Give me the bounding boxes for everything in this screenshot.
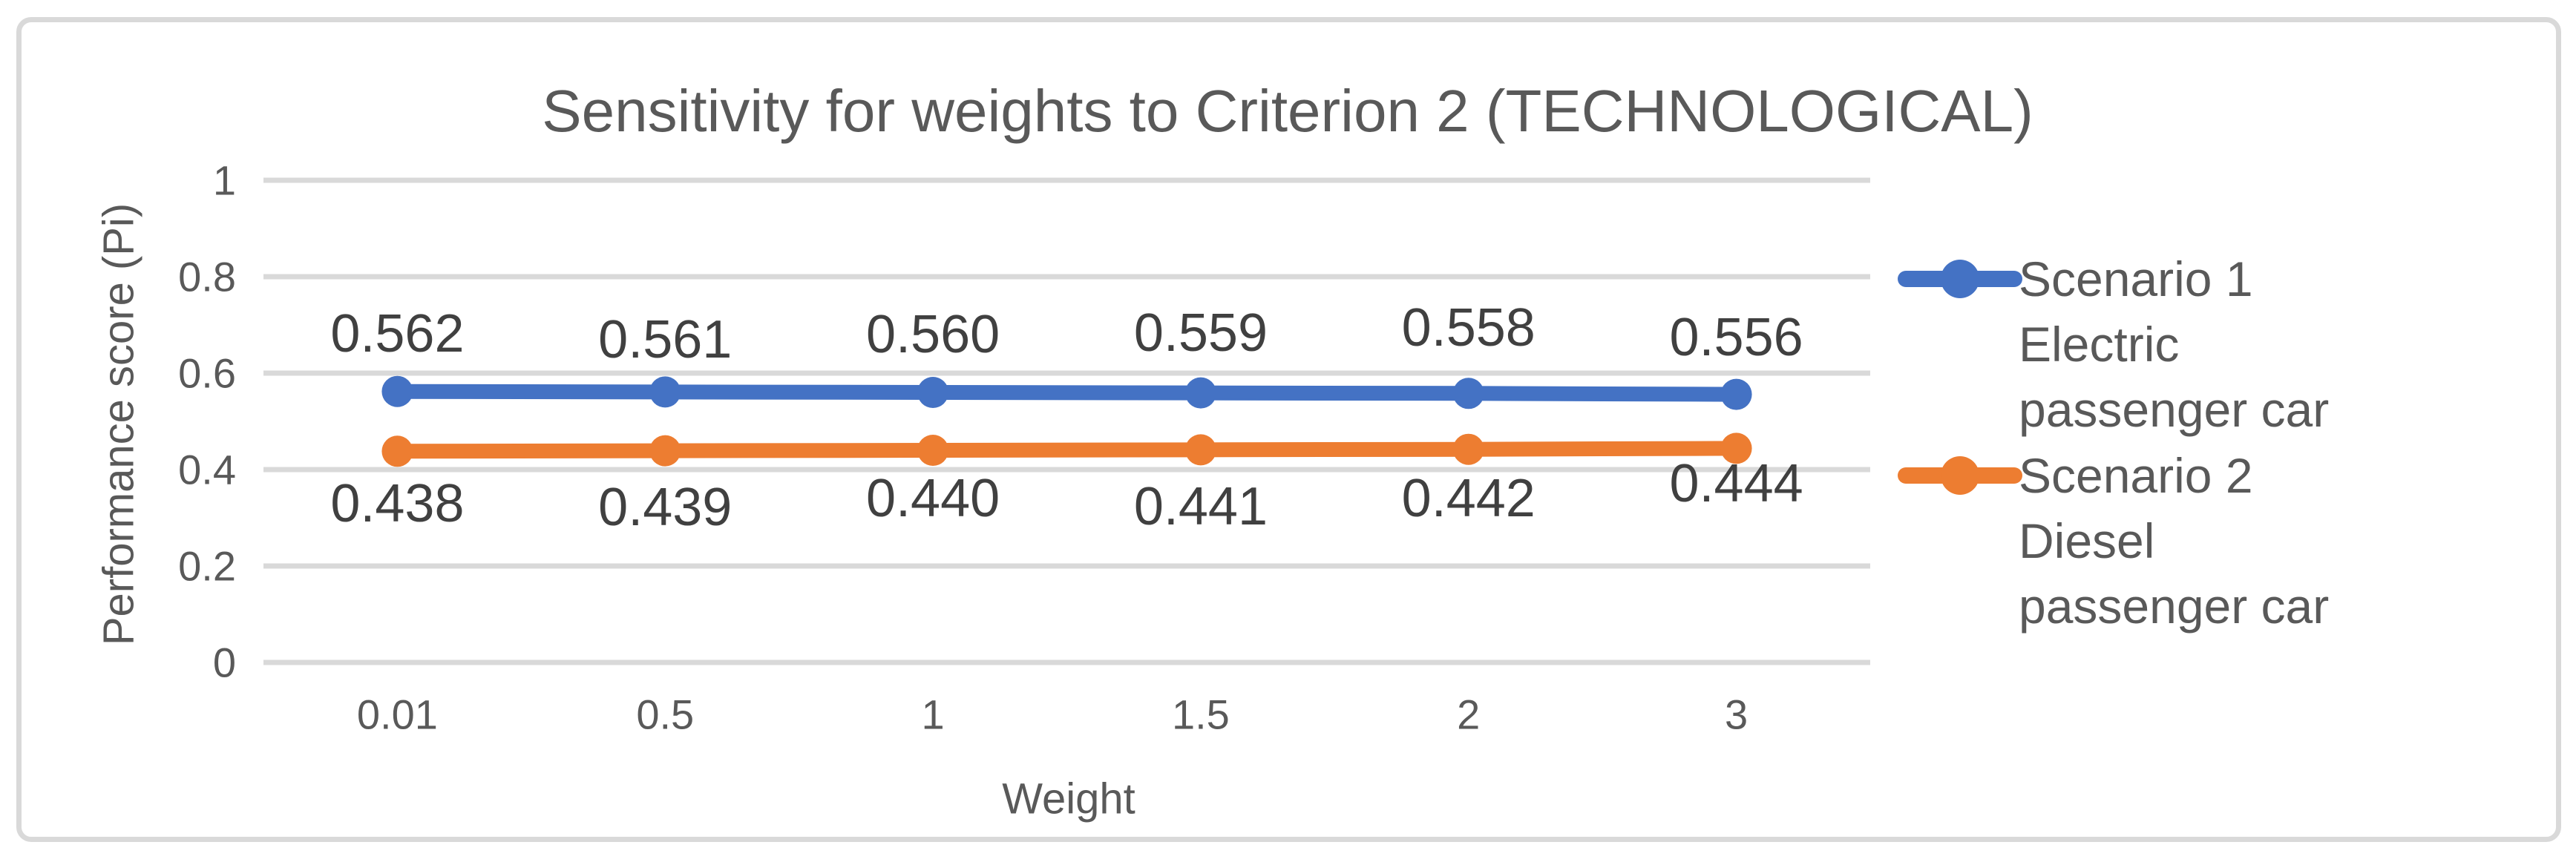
data-point-marker-series-2: [1184, 434, 1216, 466]
data-point-marker-series-2: [917, 435, 949, 466]
y-tick-label: 0: [212, 639, 236, 686]
data-label-series-1: 0.556: [1669, 307, 1803, 367]
y-tick-label: 1: [212, 157, 236, 204]
series-line-2: [390, 441, 1744, 459]
x-tick-label: 0.5: [636, 691, 695, 738]
x-tick-label: 2: [1457, 691, 1481, 738]
data-label-series-2: 0.440: [865, 469, 1000, 528]
y-tick-label: 0.6: [178, 349, 236, 397]
y-tick-label: 0.2: [178, 542, 236, 590]
data-label-series-1: 0.558: [1401, 298, 1536, 358]
data-point-marker-series-1: [649, 376, 681, 408]
data-point-marker-series-2: [649, 435, 681, 467]
legend-label-line: passenger car: [2019, 382, 2330, 437]
legend-label-line: Electric: [2019, 317, 2180, 372]
data-label-series-2: 0.438: [330, 474, 465, 534]
data-label-series-1: 0.560: [865, 305, 1000, 364]
data-point-marker-series-1: [381, 375, 413, 407]
data-label-series-2: 0.444: [1669, 454, 1803, 514]
data-label-series-1: 0.561: [598, 310, 733, 370]
legend-label: Scenario 1 Electric passenger car: [2019, 246, 2329, 442]
data-label-series-1: 0.559: [1133, 303, 1268, 363]
y-axis-title: Performance score (Pi): [94, 203, 143, 646]
legend-label: Scenario 2 Diesel passenger car: [2019, 443, 2329, 639]
x-tick-label: 0.01: [356, 691, 438, 738]
data-point-marker-series-1: [1720, 378, 1752, 410]
x-tick-label: 3: [1725, 691, 1749, 738]
data-point-marker-series-1: [917, 377, 949, 408]
data-label-series-1: 0.562: [330, 303, 465, 363]
data-label-series-2: 0.441: [1133, 477, 1268, 537]
data-label-series-2: 0.442: [1401, 468, 1536, 528]
x-tick-label: 1: [921, 691, 945, 738]
legend-label-line: Diesel: [2019, 513, 2155, 568]
data-point-marker-series-2: [1452, 433, 1484, 465]
series-line-1: [390, 384, 1744, 402]
y-tick-label: 0.8: [178, 253, 236, 300]
x-tick-label: 1.5: [1171, 691, 1230, 738]
y-tick-label: 0.4: [178, 446, 236, 493]
chart-border-frame: [16, 17, 2561, 842]
data-point-marker-series-1: [1184, 377, 1216, 409]
legend-label-line: Scenario 2: [2019, 448, 2253, 503]
data-label-series-2: 0.439: [598, 477, 733, 537]
data-point-marker-series-2: [1720, 432, 1752, 464]
legend-marker-dot: [1941, 456, 1979, 495]
x-axis-title: Weight: [1002, 774, 1135, 823]
data-point-marker-series-1: [1452, 378, 1484, 409]
legend-label-line: Scenario 1: [2019, 251, 2253, 306]
legend-label-line: passenger car: [2019, 579, 2330, 634]
legend-marker-dot: [1941, 260, 1979, 298]
data-point-marker-series-2: [381, 435, 413, 467]
chart-title: Sensitivity for weights to Criterion 2 (…: [542, 78, 2033, 144]
